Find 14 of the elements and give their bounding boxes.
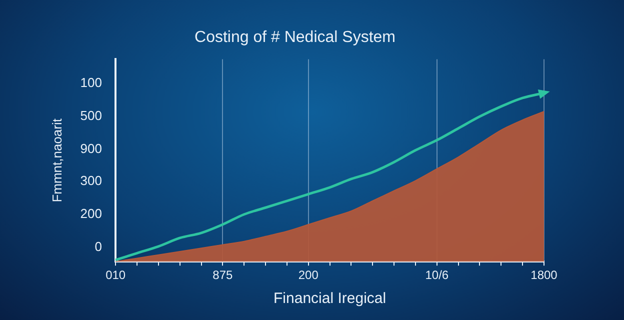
text: 300 xyxy=(80,173,102,188)
y-axis-title: Fmmnt,naoarit xyxy=(49,118,64,202)
text: 100 xyxy=(80,75,102,90)
text: 900 xyxy=(80,140,102,156)
chart-title: Costing of # Nedical System xyxy=(194,29,396,46)
text: 0 xyxy=(94,238,102,254)
text: 200 xyxy=(80,206,102,222)
x-tick-label: 10/6 xyxy=(425,268,449,282)
x-tick-label: 875 xyxy=(212,268,234,282)
x-tick-label: 1800 xyxy=(530,268,558,282)
x-tick-label: 010 xyxy=(106,268,126,282)
x-tick-label: 200 xyxy=(298,268,319,282)
text: 500 xyxy=(80,108,102,123)
x-axis-title: Financial Iregical xyxy=(274,290,386,308)
